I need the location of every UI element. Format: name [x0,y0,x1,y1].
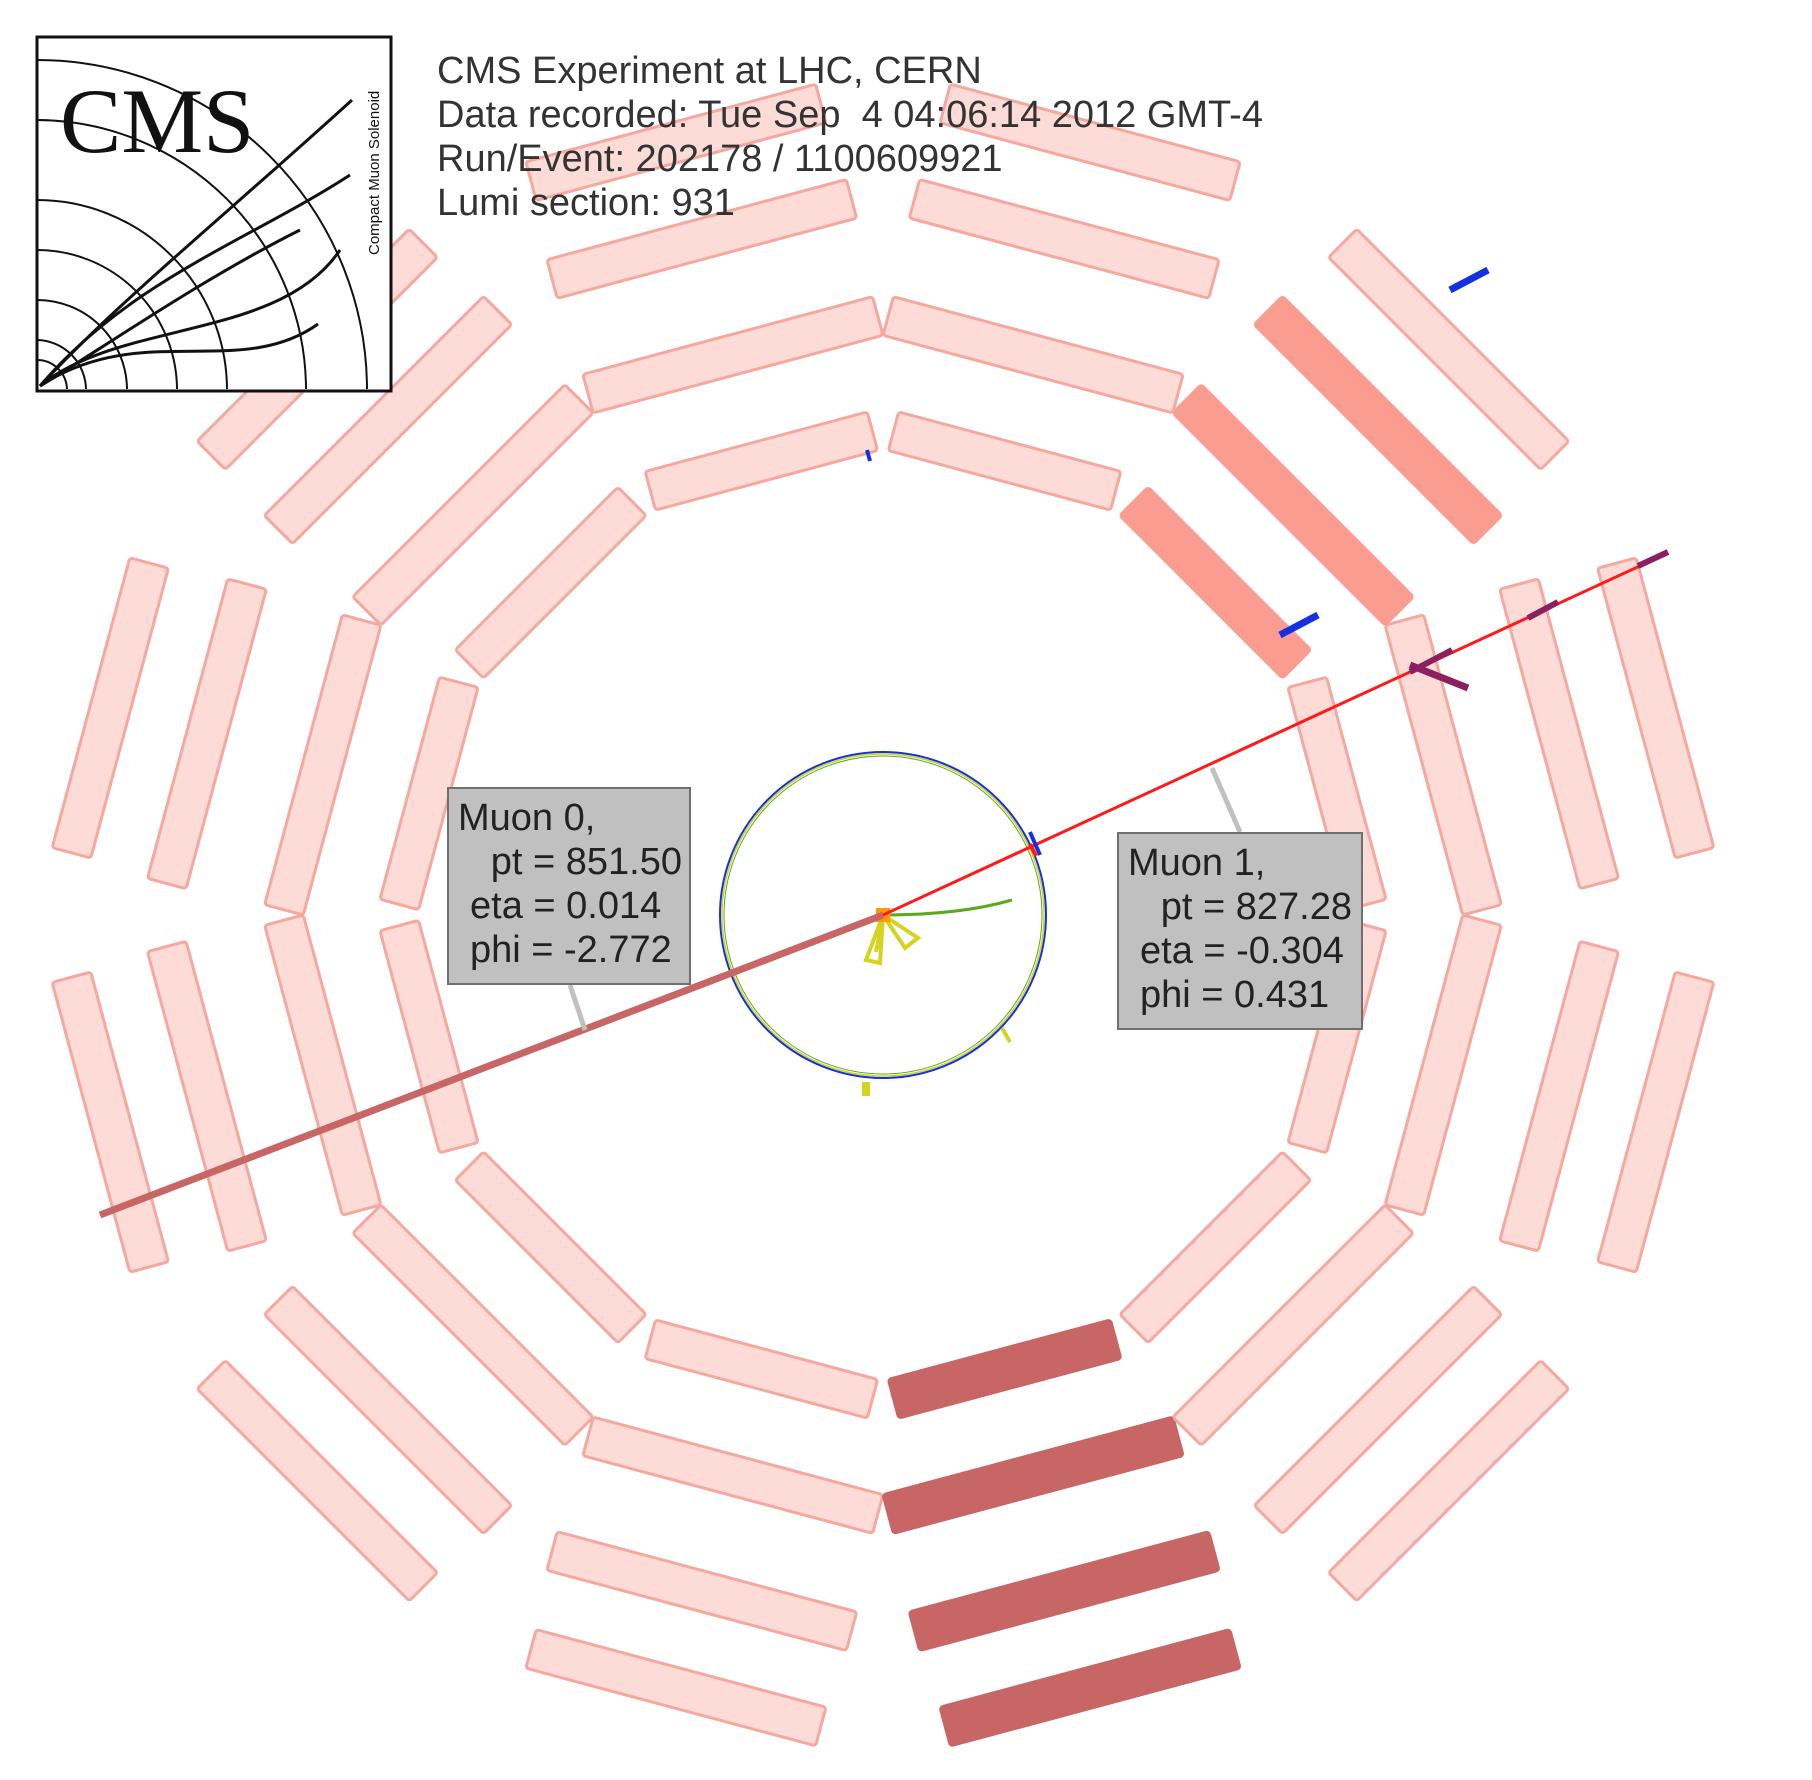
muon-chamber [882,1416,1184,1535]
muon-chamber [1596,557,1715,859]
segment-red-1 [1028,843,1038,857]
muon-chamber [352,1204,594,1446]
tracker-boundary [719,751,1047,1079]
muon-chamber [1384,914,1503,1216]
calo-deposit-bottom [862,1082,870,1096]
muon-chamber [1328,1360,1570,1602]
muon-chamber [1328,228,1570,470]
muon-0-pt: pt = 851.50 [491,841,682,883]
muon-chamber [887,411,1122,511]
muon-0-track [98,911,885,1219]
experiment-title: CMS Experiment at LHC, CERN [437,50,982,92]
segment-purple-3 [1526,599,1560,621]
muon-chamber [1253,295,1503,545]
muon-1-label: Muon 1, pt = 827.28 eta = -0.304 phi = 0… [1117,832,1363,1030]
muon-chamber [454,486,647,679]
muon-chamber [1596,971,1715,1273]
tracker-boundary-green [723,755,1043,1075]
muon-0-phi: phi = -2.772 [470,929,672,971]
muon-chamber [51,971,170,1273]
lumi-section: Lumi section: 931 [437,182,735,224]
muon-1-phi: phi = 0.431 [1140,974,1329,1016]
segment-blue-1 [1448,266,1490,294]
run-event: Run/Event: 202178 / 1100609921 [437,138,1003,180]
muon-chamber [1253,1285,1503,1535]
muon-chamber [939,1628,1241,1747]
muon-chamber [908,1530,1220,1652]
muon-chamber [582,1416,884,1535]
calo-tower-1 [863,914,885,966]
muon-0-label: Muon 0, pt = 851.50 eta = 0.014 phi = -2… [447,787,691,985]
logo-title: CMS [60,70,254,172]
muon-chamber [454,1151,647,1344]
muon-chamber-rings [51,83,1715,1747]
muon-chamber [379,919,479,1154]
muon-chamber [1172,384,1414,626]
muon-1-label-connector [1209,766,1243,834]
muon-segments [865,266,1670,857]
muon-1-name: Muon 1, [1128,842,1265,884]
muon-chamber [146,940,268,1252]
calo-deposit-right [1000,1027,1012,1043]
muon-chamber [263,295,513,545]
segment-blue-2 [1278,611,1320,639]
muon-chamber [263,1285,513,1535]
muon-chamber [644,411,879,511]
muon-chamber [939,83,1241,202]
data-recorded: Data recorded: Tue Sep 4 04:06:14 2012 G… [437,94,1263,136]
segment-purple-2 [1408,647,1454,675]
muon-0-name: Muon 0, [458,797,595,839]
muon-chamber [263,914,382,1216]
muon-chamber [525,1628,827,1747]
logo-arcs [36,59,368,390]
muon-chamber [146,578,268,890]
calo-tower-2 [881,913,922,951]
muon-chamber [546,178,858,300]
muon-0-label-connector [567,984,588,1031]
muon-1-eta: eta = -0.304 [1140,930,1344,972]
tracker-track-green [882,898,1013,917]
muon-chamber [1384,614,1503,916]
muon-chamber [1498,578,1620,890]
muon-chamber [887,1319,1122,1419]
muon-chamber [1172,1204,1414,1446]
muon-chamber [352,384,594,626]
muon-chamber [525,83,827,202]
logo-subtitle: Compact Muon Solenoid [366,91,383,255]
event-info: CMS Experiment at LHC, CERN Data recorde… [437,50,1263,224]
muon-chamber [644,1319,879,1419]
muon-1-pt: pt = 827.28 [1161,886,1352,928]
muon-chamber [263,614,382,916]
muon-chamber [582,295,884,414]
muon-chamber [1119,1151,1312,1344]
muon-chamber [1119,486,1312,679]
muon-chamber [908,178,1220,300]
muon-chamber [546,1530,858,1652]
tracker-boundary-inner [721,753,1045,1077]
muon-0-eta: eta = 0.014 [470,885,661,927]
muon-0-label-box [447,787,691,985]
inner-tracker [719,751,1047,1096]
muon-1-label-box [1117,832,1363,1030]
cms-logo: CMS Compact Muon Solenoid [35,35,393,393]
muon-chamber [196,1360,438,1602]
segment-blue-3 [865,449,872,462]
muon-chamber [51,557,170,859]
logo-tracks [38,98,354,388]
segment-blue-4 [1028,831,1042,856]
muon-chamber [882,295,1184,414]
segment-purple-4 [1636,549,1670,569]
muon-chamber [1498,940,1620,1252]
